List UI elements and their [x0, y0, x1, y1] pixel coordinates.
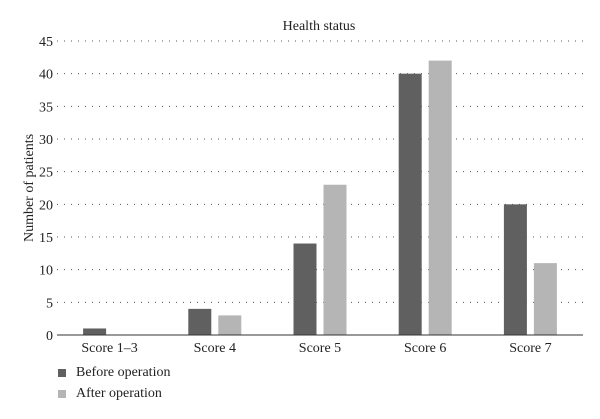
y-tick-label: 25: [39, 166, 53, 181]
y-tick-label: 45: [39, 35, 53, 50]
legend-label-after: After operation: [76, 385, 162, 401]
legend-item-after: After operation: [58, 383, 170, 404]
bar-after-1: [218, 315, 242, 335]
legend-swatch-before: [58, 368, 66, 377]
y-axis-ticks: 0 5 10 15 20 25 30 35 40 45: [39, 35, 53, 344]
y-tick-label: 40: [39, 68, 53, 83]
legend-swatch-after: [58, 389, 66, 398]
bar-after-4: [533, 263, 557, 335]
y-tick-label: 30: [39, 133, 53, 148]
y-tick-label: 10: [39, 264, 53, 279]
bars: [83, 60, 557, 336]
x-axis-ticks: Score 1–3 Score 4 Score 5 Score 6 Score 7: [81, 341, 551, 356]
x-tick-label: Score 1–3: [81, 341, 137, 356]
bar-after-3: [428, 60, 452, 335]
x-tick-label: Score 5: [299, 341, 341, 356]
bar-before-3: [398, 73, 422, 336]
bar-before-2: [293, 243, 317, 335]
bar-before-0: [83, 328, 107, 335]
y-tick-label: 15: [39, 231, 53, 246]
y-tick-label: 5: [46, 296, 53, 311]
legend-label-before: Before operation: [76, 364, 171, 380]
x-tick-label: Score 6: [404, 341, 446, 356]
legend-item-before: Before operation: [58, 362, 170, 383]
bar-before-1: [188, 308, 212, 335]
x-tick-label: Score 7: [509, 341, 551, 356]
legend: Before operation After operation: [58, 362, 170, 404]
y-tick-label: 35: [39, 100, 53, 115]
x-tick-label: Score 4: [194, 341, 236, 356]
y-tick-label: 20: [39, 198, 53, 213]
y-axis-label: Number of patients: [22, 134, 37, 242]
y-tick-label: 0: [46, 329, 53, 344]
bar-after-2: [323, 184, 347, 335]
bar-before-4: [503, 204, 527, 335]
chart-title: Health status: [283, 19, 356, 34]
